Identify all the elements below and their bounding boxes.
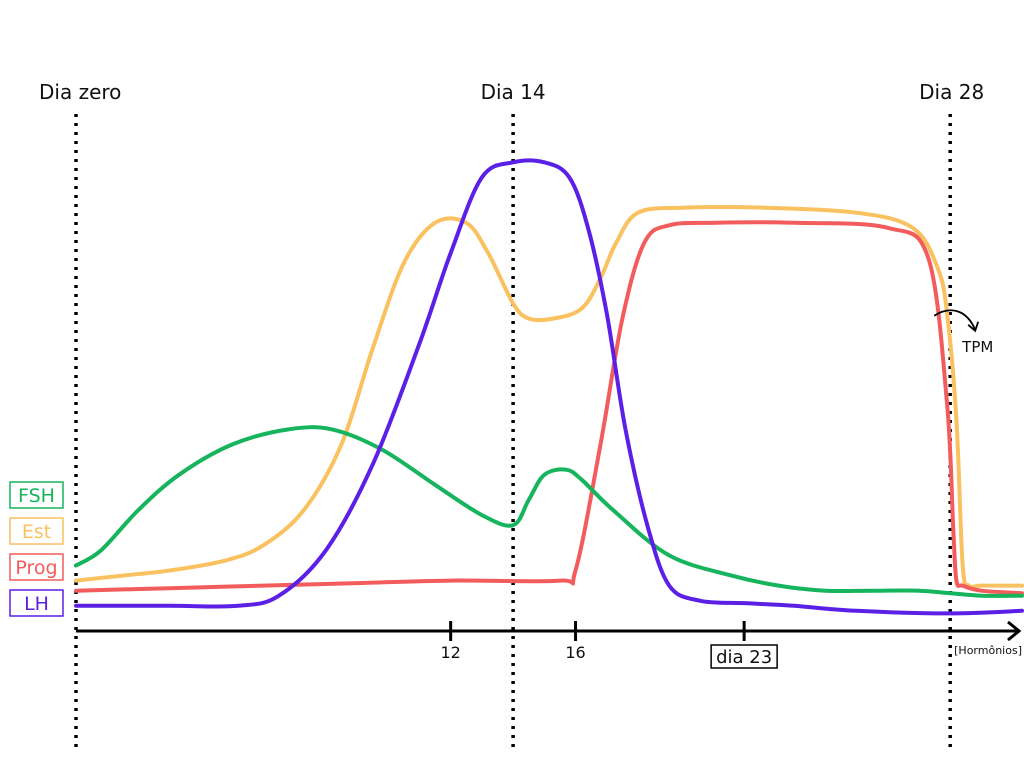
day-marker-label-dia-zero: Dia zero [39,80,121,104]
legend-label-prog: Prog [15,557,57,579]
tick-label-box-dia-23 [710,644,778,669]
legend-box-prog [9,553,64,581]
series-line-prog [74,220,1024,596]
series-line-lh [74,158,1024,616]
legend-item-fsh: FSH [9,481,64,509]
legend-item-est: Est [9,517,64,545]
tick-label-12: 12 [440,643,460,662]
legend-box-est [9,517,64,545]
day-marker-label-dia-28: Dia 28 [919,80,984,104]
legend-label-est: Est [22,521,51,543]
x-axis: [Hormônios] [76,620,1022,657]
annotations: TPM [933,309,993,356]
legend-label-lh: LH [24,593,49,615]
day-markers: Dia zero Dia 14 Dia 28 [39,80,984,752]
legend-item-prog: Prog [9,553,64,581]
annotation-arrow-tpm [933,309,976,331]
legend: FSH Est Prog LH [9,481,64,617]
tick-label-16: 16 [565,643,585,662]
legend-box-fsh [9,481,64,509]
legend-item-lh: LH [9,589,64,617]
legend-label-fsh: FSH [18,485,55,507]
annotation-label-tpm: TPM [961,338,993,356]
legend-box-lh [9,589,64,617]
series-lines [74,158,1024,616]
tick-label-dia-23: dia 23 [716,647,772,668]
x-axis-label: [Hormônios] [954,644,1022,657]
annotation-arrowhead-tpm [967,321,980,333]
series-line-fsh [74,425,1024,598]
x-axis-arrowhead [1007,620,1022,642]
x-axis-ticks: 12 16 dia 23 [440,621,778,669]
series-line-est [74,205,1024,590]
day-marker-label-dia-14: Dia 14 [481,80,546,104]
